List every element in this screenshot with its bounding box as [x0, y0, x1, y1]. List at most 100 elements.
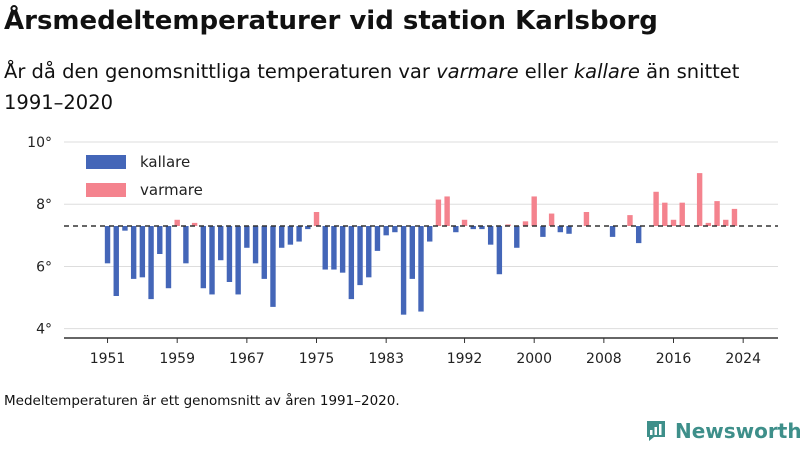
bar-cold: [209, 226, 215, 295]
bar-cold: [374, 226, 381, 251]
bar-warm: [444, 196, 450, 226]
bar-warm: [505, 224, 511, 226]
subtitle-warm-word: varmare: [436, 60, 519, 83]
bar-cold: [496, 226, 503, 275]
bar-cold: [331, 226, 337, 270]
bar-warm: [522, 221, 529, 226]
bar-cold: [261, 226, 267, 279]
bar-cold: [104, 226, 111, 264]
bar-cold: [270, 226, 276, 307]
bar-cold: [566, 226, 572, 234]
chart-subtitle: År då den genomsnittliga temperaturen va…: [4, 56, 774, 118]
legend-label-warm: varmare: [140, 181, 203, 199]
bar-cold: [487, 226, 494, 245]
bar-cold: [383, 226, 389, 236]
bar-cold: [130, 226, 137, 279]
y-tick-label: 6°: [36, 259, 52, 275]
bar-cold: [252, 226, 259, 264]
legend-swatch-cold: [86, 155, 126, 169]
bar-cold: [366, 226, 372, 278]
subtitle-text-2: eller: [518, 60, 574, 83]
y-axis-ticks: 4° 6° 8° 10°: [27, 135, 52, 338]
bar-warm: [723, 219, 729, 226]
bar-warm: [705, 222, 712, 226]
bar-warm: [731, 208, 738, 226]
bar-cold: [157, 226, 163, 254]
y-tick-label: 10°: [27, 135, 52, 151]
bar-cold: [427, 226, 433, 242]
bar-cold: [418, 226, 424, 312]
bar-cold: [470, 226, 476, 230]
bar-warm: [670, 219, 677, 226]
grid-lines: [64, 141, 778, 330]
bar-warm: [435, 199, 442, 226]
bar-cold: [287, 226, 294, 245]
bar-cold: [122, 226, 128, 231]
bar-warm: [548, 213, 555, 226]
subtitle-text-1: År då den genomsnittliga temperaturen va…: [4, 60, 437, 83]
bar-cold: [278, 226, 285, 248]
bar-cold: [609, 226, 616, 237]
bar-warm: [174, 219, 180, 226]
bar-warm: [696, 173, 703, 226]
bar-cold: [339, 226, 346, 273]
x-tick-label: 1975: [299, 351, 335, 367]
bar-cold: [200, 226, 207, 289]
bar-warm: [662, 202, 668, 226]
brand-name: Newsworthy: [675, 419, 800, 443]
footnote: Medeltemperaturen är ett genomsnitt av å…: [4, 393, 400, 409]
y-tick-label: 4°: [36, 322, 52, 338]
x-tick-label: 2016: [656, 351, 692, 367]
bar-cold: [244, 226, 250, 248]
bar-cold: [226, 226, 233, 282]
bar-cold: [453, 226, 459, 233]
x-tick-label: 1992: [447, 351, 483, 367]
bar-cold: [165, 226, 172, 289]
chart-title: Årsmedeltemperaturer vid station Karlsbo…: [4, 6, 658, 36]
bar-cold: [183, 226, 189, 264]
bar-warm: [679, 202, 685, 226]
x-tick-label: 2008: [586, 351, 622, 367]
bar-warm: [627, 215, 633, 226]
bar-warm: [714, 201, 720, 226]
bar-warm: [191, 222, 198, 226]
bar-cold: [479, 226, 485, 230]
subtitle-text-3: än snittet 1991–2020: [4, 60, 740, 114]
x-tick-label: 2000: [516, 351, 552, 367]
x-tick-label: 2024: [725, 351, 761, 367]
legend: kallare varmare: [86, 153, 203, 199]
x-tick-label: 1959: [159, 351, 195, 367]
x-tick-label: 1983: [368, 351, 404, 367]
bar-warm: [313, 212, 320, 226]
subtitle-cold-word: kallare: [573, 60, 640, 83]
newsworthy-logo-icon: [647, 421, 665, 441]
bar-cold: [322, 226, 328, 270]
bar-warm: [653, 191, 659, 226]
bars-group: [104, 173, 738, 315]
bar-warm: [461, 219, 468, 226]
bar-cold: [514, 226, 520, 248]
x-axis: 1951 1959 1967 1975 1983 1992 2000 2008 2016 2024: [64, 337, 778, 367]
bar-cold: [148, 226, 154, 300]
bar-warm: [583, 212, 590, 226]
bar-cold: [635, 226, 642, 244]
bar-cold: [557, 226, 564, 233]
bar-cold: [540, 226, 546, 237]
bar-cold: [392, 226, 398, 233]
bar-warm: [531, 196, 537, 226]
x-tick-label: 1951: [90, 351, 126, 367]
legend-swatch-warm: [86, 183, 126, 197]
bar-cold: [357, 226, 363, 286]
bar-cold: [409, 226, 415, 279]
bar-cold: [218, 226, 224, 261]
y-tick-label: 8°: [36, 197, 52, 213]
bar-cold: [139, 226, 146, 278]
bar-cold: [113, 226, 119, 296]
bar-cold: [296, 226, 302, 242]
bar-cold: [400, 226, 407, 315]
bar-cold: [235, 226, 241, 295]
bar-cold: [348, 226, 355, 300]
legend-label-cold: kallare: [140, 153, 190, 171]
x-tick-label: 1967: [229, 351, 265, 367]
brand-logo: Newsworthy: [645, 419, 800, 443]
